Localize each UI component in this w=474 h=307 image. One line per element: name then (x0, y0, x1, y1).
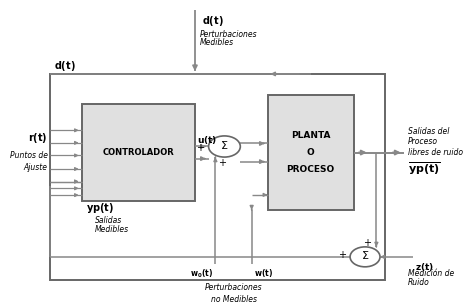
Text: $\mathbf{yp(t)}$: $\mathbf{yp(t)}$ (86, 201, 114, 216)
Text: $\overline{\mathbf{yp(t)}}$: $\overline{\mathbf{yp(t)}}$ (408, 161, 441, 177)
Text: $\mathbf{d(t)}$: $\mathbf{d(t)}$ (202, 14, 224, 28)
Bar (82, 104, 195, 201)
Text: Medición de: Medición de (408, 269, 455, 278)
Bar (267, 95, 354, 210)
Text: Salidas del: Salidas del (408, 127, 449, 136)
Bar (50, 74, 385, 279)
Text: Σ: Σ (362, 251, 369, 261)
Text: Perturbaciones: Perturbaciones (205, 282, 262, 292)
Text: Ajuste: Ajuste (24, 163, 47, 172)
Text: $\mathbf{r(t)}$: $\mathbf{r(t)}$ (28, 131, 47, 145)
Text: Perturbaciones: Perturbaciones (200, 30, 257, 39)
Text: Proceso: Proceso (408, 138, 438, 146)
Text: +: + (196, 143, 204, 153)
Text: +: + (338, 250, 346, 260)
Circle shape (209, 136, 240, 157)
Text: O: O (307, 148, 314, 157)
Text: Puntos de: Puntos de (9, 151, 47, 160)
Text: Ruido: Ruido (408, 278, 430, 287)
Text: $\mathbf{w(t)}$: $\mathbf{w(t)}$ (254, 267, 273, 279)
Text: Medibles: Medibles (200, 38, 234, 47)
Text: Salidas: Salidas (95, 216, 122, 225)
Text: libres de ruido: libres de ruido (408, 148, 463, 157)
Text: $\mathbf{u(t)}$: $\mathbf{u(t)}$ (197, 134, 218, 146)
Text: +: + (218, 157, 226, 168)
Text: PLANTA: PLANTA (291, 131, 330, 140)
Text: Σ: Σ (221, 141, 228, 151)
Circle shape (350, 247, 380, 267)
Text: $\mathbf{w_0(t)}$: $\mathbf{w_0(t)}$ (190, 267, 213, 280)
Text: $\mathbf{z(t)}$: $\mathbf{z(t)}$ (415, 261, 434, 273)
Text: PROCESO: PROCESO (286, 165, 335, 174)
Text: Medibles: Medibles (95, 225, 129, 234)
Text: +: + (363, 238, 371, 248)
Text: no Medibles: no Medibles (210, 295, 256, 304)
Text: $\mathbf{d(t)}$: $\mathbf{d(t)}$ (55, 59, 76, 73)
Text: CONTROLADOR: CONTROLADOR (102, 148, 174, 157)
